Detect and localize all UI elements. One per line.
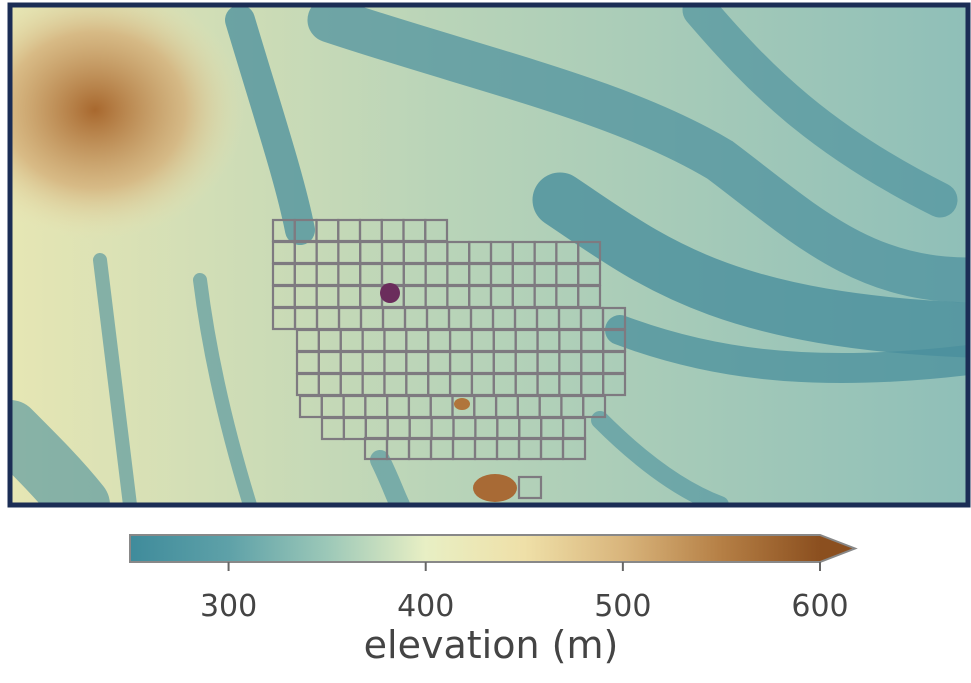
colorbar: 300 400 500 600 [130, 535, 855, 624]
colorbar-label: elevation (m) [364, 623, 619, 667]
hill [454, 398, 470, 410]
colorbar-extend [820, 535, 855, 562]
page: {"colorbar": {"label": "elevation (m)", … [0, 0, 971, 679]
colorbar-tick-label: 500 [594, 589, 651, 624]
site-marker [380, 283, 400, 303]
colorbar-tick-label: 600 [791, 589, 848, 624]
hill [473, 474, 517, 502]
colorbar-tick-label: 300 [200, 589, 257, 624]
colorbar-tick-label: 400 [397, 589, 454, 624]
map-figure: 300 400 500 600 elevation (m) [0, 0, 971, 679]
colorbar-body [130, 535, 820, 562]
map [0, 0, 968, 505]
